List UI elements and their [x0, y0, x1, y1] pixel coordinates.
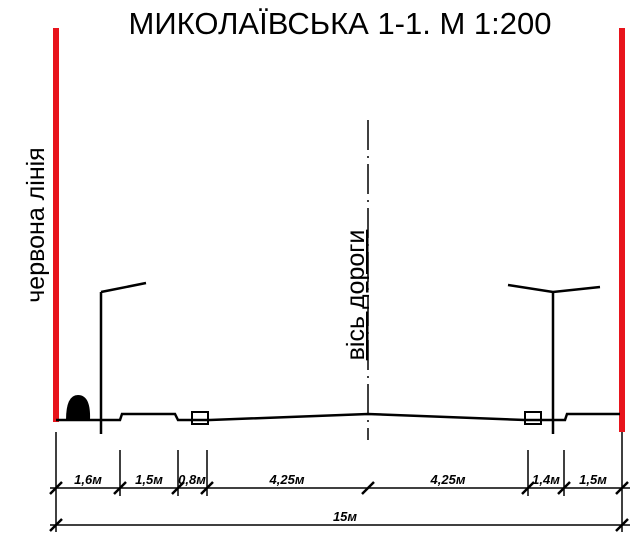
ground-profile [56, 412, 620, 422]
dimension-lines [49, 432, 630, 532]
total-dimension: 15м [333, 509, 357, 524]
dimension-label: 1,4м [532, 472, 560, 487]
dimension-label: 4,25м [269, 472, 305, 487]
curb-right [524, 411, 542, 425]
dimension-label: 0,8м [178, 472, 206, 487]
lamp-right [507, 283, 601, 434]
shrub [66, 395, 91, 420]
title: МИКОЛАЇВСЬКА 1-1. М 1:200 [129, 6, 552, 41]
axis-label: вісь дороги [342, 230, 370, 361]
dimension-label: 1,5м [135, 472, 163, 487]
lamp-left [99, 281, 147, 434]
dimension-label: 1,6м [74, 472, 102, 487]
dimension-label: 1,5м [579, 472, 607, 487]
curb-left [191, 411, 209, 425]
dimension-label: 4,25м [430, 472, 466, 487]
red-line-label: червона лінія [22, 147, 50, 302]
